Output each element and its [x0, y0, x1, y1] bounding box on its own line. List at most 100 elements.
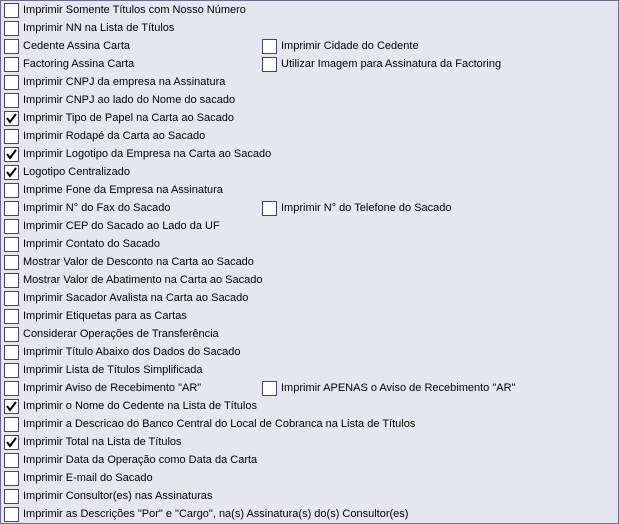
option-cell: Imprimir Etiquetas para as Cartas — [3, 308, 187, 325]
option-cell: Imprimir Lista de Títulos Simplificada — [3, 362, 203, 379]
option-label: Imprimir CNPJ da empresa na Assinatura — [23, 75, 225, 89]
option-label: Imprimir CEP do Sacado ao Lado da UF — [23, 219, 220, 233]
option-row: Imprimir Lista de Títulos Simplificada — [3, 361, 616, 379]
option-label: Imprimir Data da Operação como Data da C… — [23, 453, 257, 467]
option-cell: Imprimir Consultor(es) nas Assinaturas — [3, 488, 213, 505]
option-row: Imprimir CNPJ da empresa na Assinatura — [3, 73, 616, 91]
option-checkbox[interactable] — [4, 165, 19, 180]
option-row: Imprimir Tipo de Papel na Carta ao Sacad… — [3, 109, 616, 127]
option-checkbox[interactable] — [262, 39, 277, 54]
option-label: Logotipo Centralizado — [23, 165, 130, 179]
option-cell: Imprimir Aviso de Recebimento "AR" — [3, 380, 261, 397]
option-cell: Mostrar Valor de Abatimento na Carta ao … — [3, 272, 263, 289]
option-row: Imprimir E-mail do Sacado — [3, 469, 616, 487]
option-label: Factoring Assina Carta — [23, 57, 134, 71]
option-row: Mostrar Valor de Desconto na Carta ao Sa… — [3, 253, 616, 271]
option-row: Imprimir CNPJ ao lado do Nome do sacado — [3, 91, 616, 109]
option-label: Imprimir Total na Lista de Títulos — [23, 435, 182, 449]
option-checkbox[interactable] — [4, 273, 19, 288]
option-label: Imprimir Aviso de Recebimento "AR" — [23, 381, 201, 395]
option-row: Imprimir NN na Lista de Títulos — [3, 19, 616, 37]
option-cell: Imprimir APENAS o Aviso de Recebimento "… — [261, 380, 515, 397]
option-cell: Imprime Fone da Empresa na Assinatura — [3, 182, 223, 199]
option-cell: Mostrar Valor de Desconto na Carta ao Sa… — [3, 254, 254, 271]
option-checkbox[interactable] — [4, 507, 19, 522]
option-checkbox[interactable] — [4, 453, 19, 468]
option-checkbox[interactable] — [262, 381, 277, 396]
option-checkbox[interactable] — [4, 345, 19, 360]
option-checkbox[interactable] — [4, 255, 19, 270]
option-label: Imprimir Consultor(es) nas Assinaturas — [23, 489, 213, 503]
option-row: Imprimir Logotipo da Empresa na Carta ao… — [3, 145, 616, 163]
option-cell: Imprimir CEP do Sacado ao Lado da UF — [3, 218, 220, 235]
option-checkbox[interactable] — [4, 489, 19, 504]
option-checkbox[interactable] — [262, 57, 277, 72]
option-label: Cedente Assina Carta — [23, 39, 130, 53]
option-checkbox[interactable] — [4, 21, 19, 36]
option-cell: Imprimir E-mail do Sacado — [3, 470, 153, 487]
option-row: Imprimir N° do Fax do Sacado Imprimir N° … — [3, 199, 616, 217]
option-cell: Imprimir Somente Títulos com Nosso Númer… — [3, 2, 246, 19]
option-label: Imprimir Sacador Avalista na Carta ao Sa… — [23, 291, 248, 305]
option-checkbox[interactable] — [4, 399, 19, 414]
option-label: Imprimir Lista de Títulos Simplificada — [23, 363, 203, 377]
option-label: Imprimir a Descricao do Banco Central do… — [23, 417, 415, 431]
option-label: Imprimir Cidade do Cedente — [281, 39, 419, 53]
option-label: Mostrar Valor de Abatimento na Carta ao … — [23, 273, 263, 287]
option-label: Considerar Operações de Transferência — [23, 327, 219, 341]
option-cell: Imprimir N° do Telefone do Sacado — [261, 200, 452, 217]
option-cell: Imprimir o Nome do Cedente na Lista de T… — [3, 398, 257, 415]
option-checkbox[interactable] — [4, 417, 19, 432]
option-row: Imprimir Etiquetas para as Cartas — [3, 307, 616, 325]
option-row: Imprimir Total na Lista de Títulos — [3, 433, 616, 451]
option-checkbox[interactable] — [4, 309, 19, 324]
option-label: Imprimir Contato do Sacado — [23, 237, 160, 251]
option-cell: Imprimir Cidade do Cedente — [261, 38, 419, 55]
option-checkbox[interactable] — [4, 57, 19, 72]
option-cell: Imprimir CNPJ da empresa na Assinatura — [3, 74, 225, 91]
option-label: Imprimir Rodapé da Carta ao Sacado — [23, 129, 205, 143]
option-label: Imprimir as Descrições "Por" e "Cargo", … — [23, 507, 408, 521]
option-checkbox[interactable] — [4, 435, 19, 450]
option-checkbox[interactable] — [4, 111, 19, 126]
option-checkbox[interactable] — [262, 201, 277, 216]
option-checkbox[interactable] — [4, 363, 19, 378]
option-label: Imprimir N° do Telefone do Sacado — [281, 201, 452, 215]
option-label: Imprimir Somente Títulos com Nosso Númer… — [23, 3, 246, 17]
option-checkbox[interactable] — [4, 39, 19, 54]
option-checkbox[interactable] — [4, 147, 19, 162]
option-cell: Imprimir Logotipo da Empresa na Carta ao… — [3, 146, 271, 163]
option-checkbox[interactable] — [4, 75, 19, 90]
option-checkbox[interactable] — [4, 201, 19, 216]
option-row: Logotipo Centralizado — [3, 163, 616, 181]
option-checkbox[interactable] — [4, 93, 19, 108]
option-row: Imprimir CEP do Sacado ao Lado da UF — [3, 217, 616, 235]
option-checkbox[interactable] — [4, 381, 19, 396]
option-label: Imprimir Logotipo da Empresa na Carta ao… — [23, 147, 271, 161]
option-checkbox[interactable] — [4, 291, 19, 306]
option-checkbox[interactable] — [4, 237, 19, 252]
option-row: Imprimir Consultor(es) nas Assinaturas — [3, 487, 616, 505]
option-checkbox[interactable] — [4, 129, 19, 144]
option-label: Imprimir E-mail do Sacado — [23, 471, 153, 485]
option-checkbox[interactable] — [4, 471, 19, 486]
option-cell: Imprimir CNPJ ao lado do Nome do sacado — [3, 92, 235, 109]
option-cell: Cedente Assina Carta — [3, 38, 261, 55]
option-label: Utilizar Imagem para Assinatura da Facto… — [281, 57, 501, 71]
option-row: Considerar Operações de Transferência — [3, 325, 616, 343]
option-label: Imprimir o Nome do Cedente na Lista de T… — [23, 399, 257, 413]
option-cell: Imprimir Tipo de Papel na Carta ao Sacad… — [3, 110, 234, 127]
option-cell: Considerar Operações de Transferência — [3, 326, 219, 343]
option-row: Mostrar Valor de Abatimento na Carta ao … — [3, 271, 616, 289]
option-row: Imprimir Somente Títulos com Nosso Númer… — [3, 1, 616, 19]
option-checkbox[interactable] — [4, 219, 19, 234]
option-checkbox[interactable] — [4, 183, 19, 198]
option-label: Imprimir N° do Fax do Sacado — [23, 201, 170, 215]
options-form: Imprimir Somente Títulos com Nosso Númer… — [0, 0, 619, 524]
option-row: Imprimir Aviso de Recebimento "AR" Imprim… — [3, 379, 616, 397]
option-cell: Imprimir Título Abaixo dos Dados do Saca… — [3, 344, 240, 361]
option-cell: Imprimir N° do Fax do Sacado — [3, 200, 261, 217]
option-checkbox[interactable] — [4, 327, 19, 342]
option-label: Imprimir NN na Lista de Títulos — [23, 21, 174, 35]
option-checkbox[interactable] — [4, 3, 19, 18]
